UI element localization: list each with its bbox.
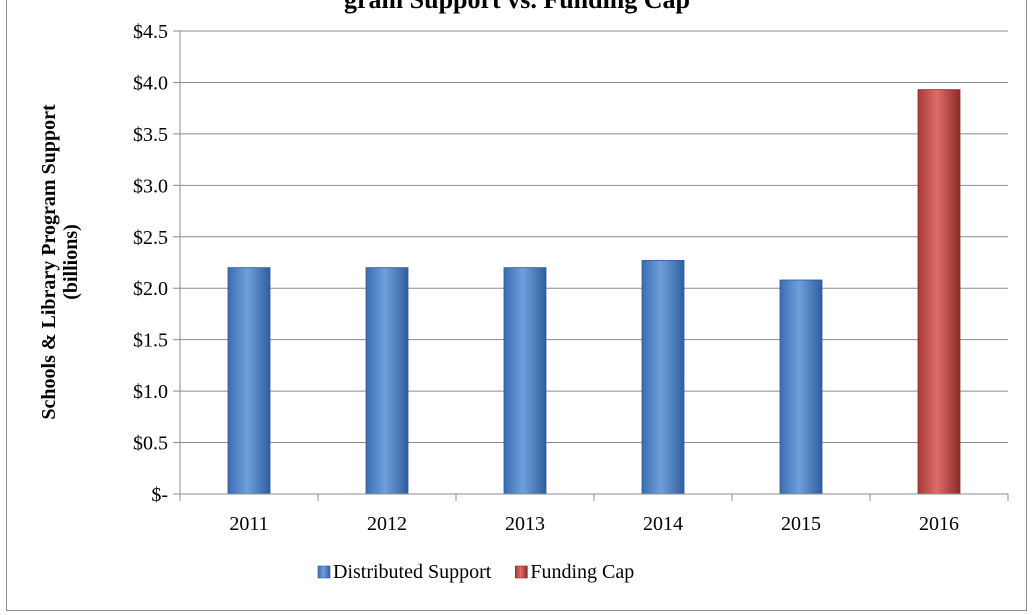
y-tick-label: $4.5 [133,21,168,43]
y-tick-label: $1.5 [133,330,168,352]
x-tick-label: 2011 [229,513,268,535]
y-tick-label: $2.5 [133,227,168,249]
bar-distributed-support-2012 [365,267,409,495]
y-tick-label: $3.0 [133,175,168,197]
bar-distributed-support-2014 [641,260,685,495]
y-tick-label: $1.0 [133,381,168,403]
legend-swatch [515,565,528,579]
x-tick-label: 2016 [919,513,959,535]
legend: Distributed Support Funding Cap [317,561,634,583]
bar-distributed-support-2013 [503,267,547,495]
x-axis: 2011 2012 2013 2014 2015 2016 [179,31,1009,535]
bars [227,89,961,495]
chart-frame [6,0,1027,611]
legend-swatch [317,565,331,579]
y-axis-label-line2: (billions) [60,224,82,300]
y-tick-label: $0.5 [133,433,168,455]
y-tick-label: $2.0 [133,278,168,300]
y-axis-ticks: $- $0.5 $1.0 $1.5 $2.0 $2.5 $3.0 $3.5 $4.0 $4.5 [133,21,180,506]
bar-funding-cap-2016 [917,89,961,495]
gridlines [180,30,1008,495]
legend-label: Distributed Support [333,561,492,583]
chart-title: gram Support vs. Funding Cap [344,0,690,14]
y-tick-label: $- [151,484,168,506]
y-tick-label: $4.0 [133,72,168,94]
y-tick-label: $3.5 [133,124,168,146]
x-tick-label: 2013 [505,513,545,535]
bar-distributed-support-2015 [779,279,823,495]
bar-distributed-support-2011 [227,267,271,495]
legend-label: Funding Cap [530,561,634,583]
y-axis-label-line1: Schools & Library Program Support [38,104,60,420]
x-tick-label: 2015 [781,513,821,535]
x-tick-label: 2012 [367,513,407,535]
x-tick-label: 2014 [643,513,683,535]
